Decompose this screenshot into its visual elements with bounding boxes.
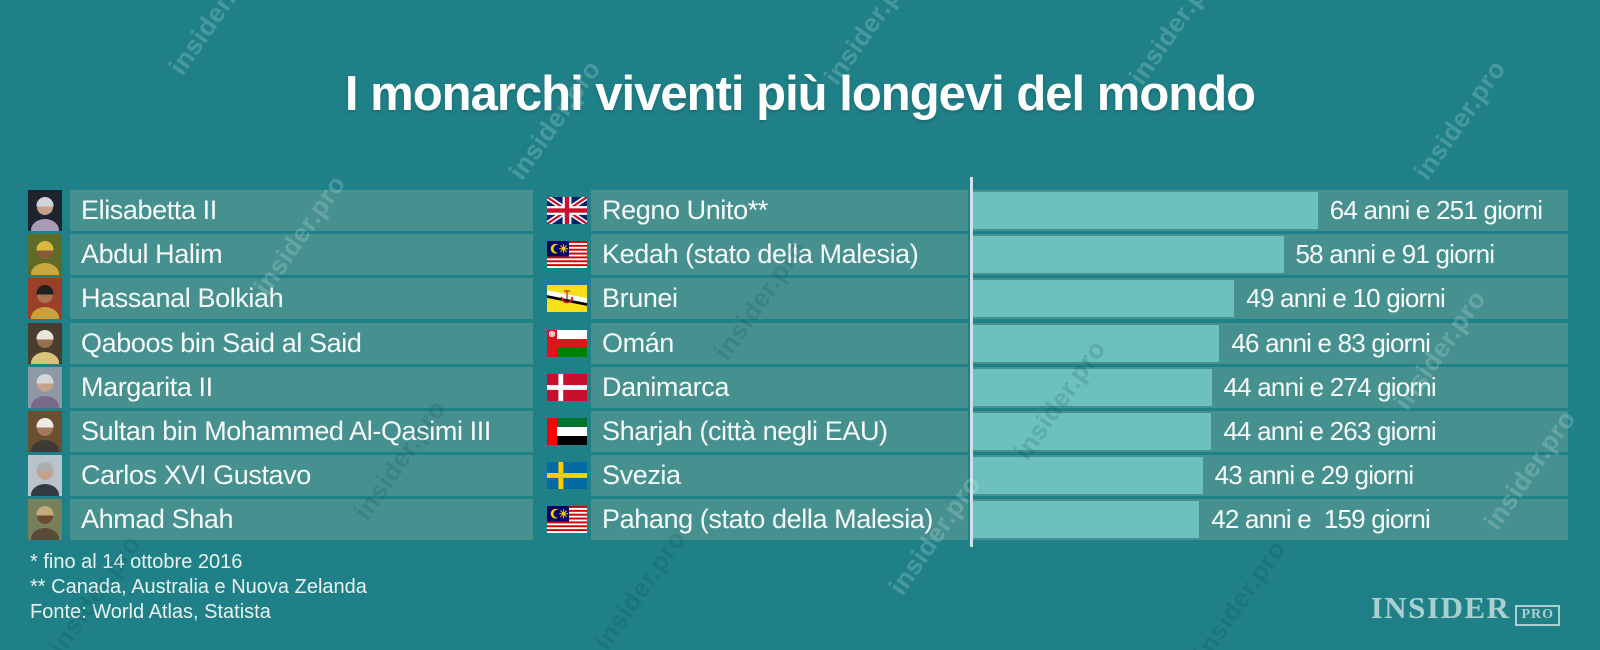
watermark-text: insider.pro (1187, 534, 1292, 650)
monarch-name: Ahmad Shah (81, 504, 234, 535)
table-row: Ahmad Shah Pahang (stato della Malesia) … (0, 499, 1600, 541)
bar-track (973, 190, 1568, 231)
monarch-name: Abdul Halim (81, 239, 223, 270)
flag-malaysia-icon (547, 506, 587, 534)
territory-name: Regno Unito** (602, 195, 768, 225)
territory-cell: Danimarca (591, 366, 968, 408)
territory-cell: Omán (591, 322, 968, 364)
footnote-double-asterisk: ** Canada, Australia e Nuova Zelanda (30, 576, 367, 598)
monarch-name-cell: Qaboos bin Said al Said (70, 322, 533, 364)
footnote-asterisk: * fino al 14 ottobre 2016 (30, 551, 243, 573)
table-row: Carlos XVI Gustavo Svezia 43 anni e 29 g… (0, 455, 1600, 497)
table-row: Elisabetta II Regno Unito** 64 anni e 25… (0, 190, 1600, 231)
reign-duration-label: 44 anni e 263 giorni (1223, 416, 1436, 446)
table-row: Qaboos bin Said al Said Omán 46 anni e 8… (0, 322, 1600, 364)
logo-brand-text: INSIDER (1370, 590, 1511, 625)
bar-track (973, 278, 1568, 320)
rows-container: Elisabetta II Regno Unito** 64 anni e 25… (0, 190, 1600, 545)
reign-duration-label: 42 anni e 159 giorni (1211, 504, 1431, 535)
flag-brunei-icon (547, 285, 587, 313)
territory-name: Danimarca (602, 371, 729, 402)
monarch-name-cell: Ahmad Shah (70, 499, 533, 541)
portrait-photo (28, 455, 62, 497)
insider-pro-logo: INSIDER PRO (1371, 590, 1560, 626)
territory-name: Omán (602, 327, 674, 358)
monarch-name-cell: Abdul Halim (70, 234, 533, 276)
reign-bar (973, 457, 1203, 495)
flag-uae-icon (547, 418, 587, 445)
portrait-photo (28, 234, 62, 276)
reign-bar (973, 413, 1212, 450)
portrait-photo (28, 366, 62, 408)
page-title: I monarchi viventi più longevi del mondo (344, 67, 1256, 121)
territory-name: Pahang (stato della Malesia) (602, 504, 933, 535)
table-row: Sultan bin Mohammed Al-Qasimi III Sharja… (0, 411, 1600, 452)
portrait-photo (28, 499, 62, 541)
reign-duration-label: 64 anni e 251 giorni (1329, 195, 1543, 225)
flag-denmark-icon (547, 373, 587, 401)
territory-name: Sharjah (città negli EAU) (602, 416, 888, 446)
territory-cell: Sharjah (città negli EAU) (591, 411, 968, 452)
reign-duration-label: 58 anni e 91 giorni (1295, 239, 1496, 270)
reign-bar (973, 280, 1235, 318)
monarch-name-cell: Elisabetta II (70, 190, 533, 231)
territory-cell: Regno Unito** (591, 190, 968, 231)
bar-track (973, 411, 1568, 452)
territory-cell: Svezia (591, 455, 968, 497)
portrait-photo (28, 278, 62, 320)
monarch-name: Qaboos bin Said al Said (81, 327, 362, 358)
bar-track (973, 455, 1568, 497)
bar-track (973, 322, 1568, 364)
reign-bar (973, 236, 1284, 274)
table-row: Hassanal Bolkiah Brunei 49 anni e 10 gio… (0, 278, 1600, 320)
monarch-name: Sultan bin Mohammed Al-Qasimi III (81, 416, 491, 446)
reign-duration-label: 44 anni e 274 giorni (1223, 371, 1437, 402)
flag-sweden-icon (547, 462, 587, 490)
logo-pro-badge: PRO (1515, 605, 1560, 626)
bar-track (973, 366, 1568, 408)
territory-cell: Kedah (stato della Malesia) (591, 234, 968, 276)
portrait-photo (28, 322, 62, 364)
monarch-name-cell: Carlos XVI Gustavo (70, 455, 533, 497)
reign-duration-label: 46 anni e 83 giorni (1231, 327, 1431, 358)
portrait-photo (28, 190, 62, 231)
flag-uk-icon (547, 197, 587, 224)
monarch-name: Carlos XVI Gustavo (81, 460, 311, 491)
territory-name: Svezia (602, 460, 681, 491)
monarch-name-cell: Sultan bin Mohammed Al-Qasimi III (70, 411, 533, 452)
reign-bar (973, 368, 1212, 406)
table-row: Abdul Halim Kedah (stato della Malesia) … (0, 234, 1600, 276)
flag-oman-icon (547, 329, 587, 357)
bar-track (973, 499, 1568, 541)
reign-duration-label: 43 anni e 29 giorni (1214, 460, 1415, 491)
monarch-name: Elisabetta II (81, 195, 217, 225)
table-row: Margarita II Danimarca 44 anni e 274 gio… (0, 366, 1600, 408)
monarch-name: Margarita II (81, 371, 213, 402)
bar-track (973, 234, 1568, 276)
monarch-name: Hassanal Bolkiah (81, 283, 284, 314)
monarch-name-cell: Hassanal Bolkiah (70, 278, 533, 320)
portrait-photo (28, 411, 62, 452)
territory-cell: Brunei (591, 278, 968, 320)
source-credit: Fonte: World Atlas, Statista (30, 601, 271, 623)
reign-bar (973, 192, 1318, 229)
territory-name: Brunei (602, 283, 678, 314)
footnotes: * fino al 14 ottobre 2016 ** Canada, Aus… (30, 550, 367, 625)
zero-axis-divider (970, 177, 973, 547)
territory-cell: Pahang (stato della Malesia) (591, 499, 968, 541)
flag-malaysia-icon (547, 241, 587, 269)
reign-bar (973, 501, 1200, 539)
territory-name: Kedah (stato della Malesia) (602, 239, 919, 270)
monarch-name-cell: Margarita II (70, 366, 533, 408)
reign-bar (973, 324, 1220, 362)
reign-duration-label: 49 anni e 10 giorni (1246, 283, 1446, 314)
